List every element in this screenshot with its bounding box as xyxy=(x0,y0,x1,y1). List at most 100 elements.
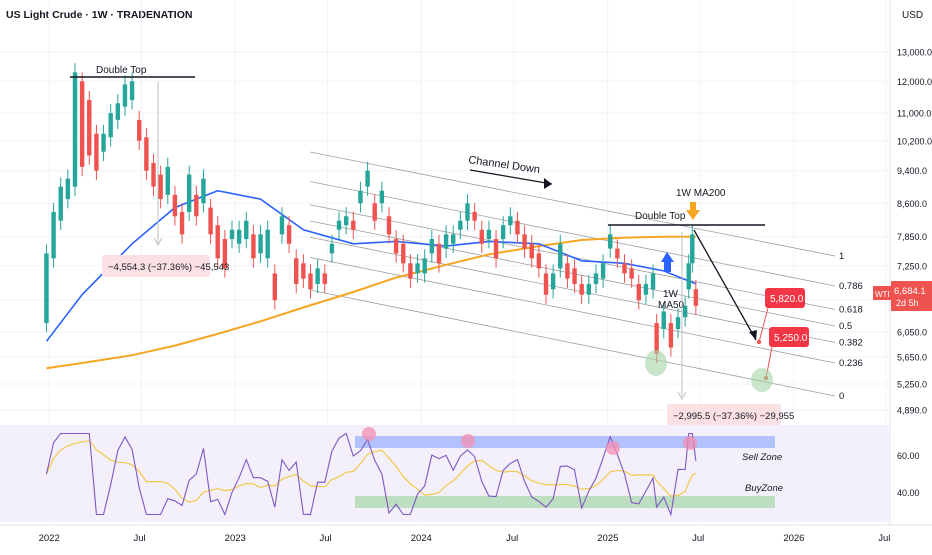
candle-body[interactable] xyxy=(572,268,577,284)
target-1[interactable]: 5,820.0 xyxy=(756,288,805,345)
candle-body[interactable] xyxy=(194,194,199,217)
candle-body[interactable] xyxy=(315,268,320,284)
candle-body[interactable] xyxy=(58,186,63,221)
candle-body[interactable] xyxy=(258,234,263,254)
candle-body[interactable] xyxy=(351,220,356,230)
candle-body[interactable] xyxy=(500,225,506,240)
price-badge[interactable]: WTI 6,684.1 2d 5h xyxy=(873,281,932,311)
candle-body[interactable] xyxy=(244,220,249,240)
candle-body[interactable] xyxy=(87,100,92,156)
candle-body[interactable] xyxy=(186,174,192,212)
candle-body[interactable] xyxy=(158,174,163,200)
price-axis[interactable]: 13,000.0 12,000.0 11,000.0 10,200.0 9,400.0 8… xyxy=(897,48,932,416)
candle-body[interactable] xyxy=(543,273,549,295)
channel-line[interactable] xyxy=(309,151,836,257)
candle-body[interactable] xyxy=(386,216,392,235)
candle-body[interactable] xyxy=(558,243,563,269)
double-top-right[interactable]: Double Top xyxy=(608,211,765,226)
candle-body[interactable] xyxy=(229,229,235,240)
candle-body[interactable] xyxy=(329,243,335,254)
candle-body[interactable] xyxy=(308,273,313,290)
candle-body[interactable] xyxy=(108,113,113,138)
candle-body[interactable] xyxy=(122,84,128,107)
candle-body[interactable] xyxy=(693,289,699,306)
rsi-pane[interactable]: Sell Zone BuyZone 60.00 40.00 xyxy=(0,425,920,522)
candle-body[interactable] xyxy=(137,119,142,141)
candle-body[interactable] xyxy=(686,263,691,290)
ma200-callout[interactable]: 1W MA200 xyxy=(676,188,726,220)
candle-body[interactable] xyxy=(365,170,370,187)
candle-body[interactable] xyxy=(458,220,463,230)
candle-body[interactable] xyxy=(286,225,292,244)
candle-body[interactable] xyxy=(172,194,178,217)
rsi-line[interactable] xyxy=(45,432,697,517)
ma50-callout[interactable]: 1W MA50 xyxy=(658,252,685,311)
candle-body[interactable] xyxy=(215,225,220,259)
candle-body[interactable] xyxy=(654,323,659,354)
candle-body[interactable] xyxy=(415,263,420,274)
candle-body[interactable] xyxy=(301,263,306,279)
candle-body[interactable] xyxy=(129,81,135,101)
candle-body[interactable] xyxy=(279,216,285,235)
candle-body[interactable] xyxy=(379,190,385,204)
candle-body[interactable] xyxy=(72,72,78,187)
candle-body[interactable] xyxy=(643,283,649,295)
candle-body[interactable] xyxy=(101,133,106,152)
measure-left[interactable]: −4,554.3 (−37.36%) −45,543 xyxy=(102,82,229,277)
candle-body[interactable] xyxy=(536,253,542,269)
candle-body[interactable] xyxy=(401,243,406,264)
candle-body[interactable] xyxy=(622,263,627,274)
candle-body[interactable] xyxy=(451,234,456,244)
candle-body[interactable] xyxy=(151,163,156,187)
candle-body[interactable] xyxy=(336,220,342,230)
candle-body[interactable] xyxy=(465,203,470,221)
ma200-line[interactable] xyxy=(46,235,696,370)
candle-body[interactable] xyxy=(629,268,634,279)
candle-body[interactable] xyxy=(236,229,242,244)
candle-body[interactable] xyxy=(515,220,520,235)
candle-body[interactable] xyxy=(429,239,435,254)
candle-body[interactable] xyxy=(600,263,606,279)
candle-body[interactable] xyxy=(79,81,85,167)
candle-body[interactable] xyxy=(472,211,477,221)
candle-body[interactable] xyxy=(486,229,492,240)
candle-body[interactable] xyxy=(493,239,499,259)
candle-body[interactable] xyxy=(608,234,613,249)
candle-body[interactable] xyxy=(44,253,49,324)
candle-body[interactable] xyxy=(682,305,688,318)
candle-body[interactable] xyxy=(690,234,695,264)
candle-body[interactable] xyxy=(343,216,349,226)
candle-body[interactable] xyxy=(522,234,527,249)
target-2[interactable]: 5,250.0 xyxy=(763,327,809,381)
candle-body[interactable] xyxy=(661,311,666,330)
candle-body[interactable] xyxy=(294,258,299,284)
candle-body[interactable] xyxy=(436,243,442,264)
candle-body[interactable] xyxy=(615,248,620,259)
candle-body[interactable] xyxy=(51,211,56,259)
candle-body[interactable] xyxy=(94,133,99,171)
candle-body[interactable] xyxy=(272,273,278,301)
channel-line[interactable] xyxy=(309,257,836,364)
candle-body[interactable] xyxy=(422,258,427,274)
candle-body[interactable] xyxy=(265,229,270,259)
candle-body[interactable] xyxy=(251,234,256,259)
channel-down-annotation[interactable]: Channel Down xyxy=(468,154,553,189)
candle-body[interactable] xyxy=(675,317,681,330)
time-axis[interactable]: 2022 Jul 2023 Jul 2024 Jul 2025 Jul 2026 Jul xyxy=(39,533,891,544)
channel-line[interactable] xyxy=(309,289,836,397)
channel-line[interactable] xyxy=(309,181,836,287)
candle-body[interactable] xyxy=(358,190,363,204)
candle-body[interactable] xyxy=(222,239,228,269)
candle-body[interactable] xyxy=(479,229,484,244)
candle-body[interactable] xyxy=(650,273,656,290)
candle-body[interactable] xyxy=(668,323,674,348)
candle-body[interactable] xyxy=(579,283,584,295)
candle-body[interactable] xyxy=(179,211,185,235)
candle-body[interactable] xyxy=(65,178,71,200)
candle-body[interactable] xyxy=(208,207,213,235)
candle-body[interactable] xyxy=(322,273,327,284)
candle-body[interactable] xyxy=(636,283,641,301)
candle-body[interactable] xyxy=(372,203,377,221)
candle-body[interactable] xyxy=(393,239,399,254)
candle-body[interactable] xyxy=(565,263,570,279)
